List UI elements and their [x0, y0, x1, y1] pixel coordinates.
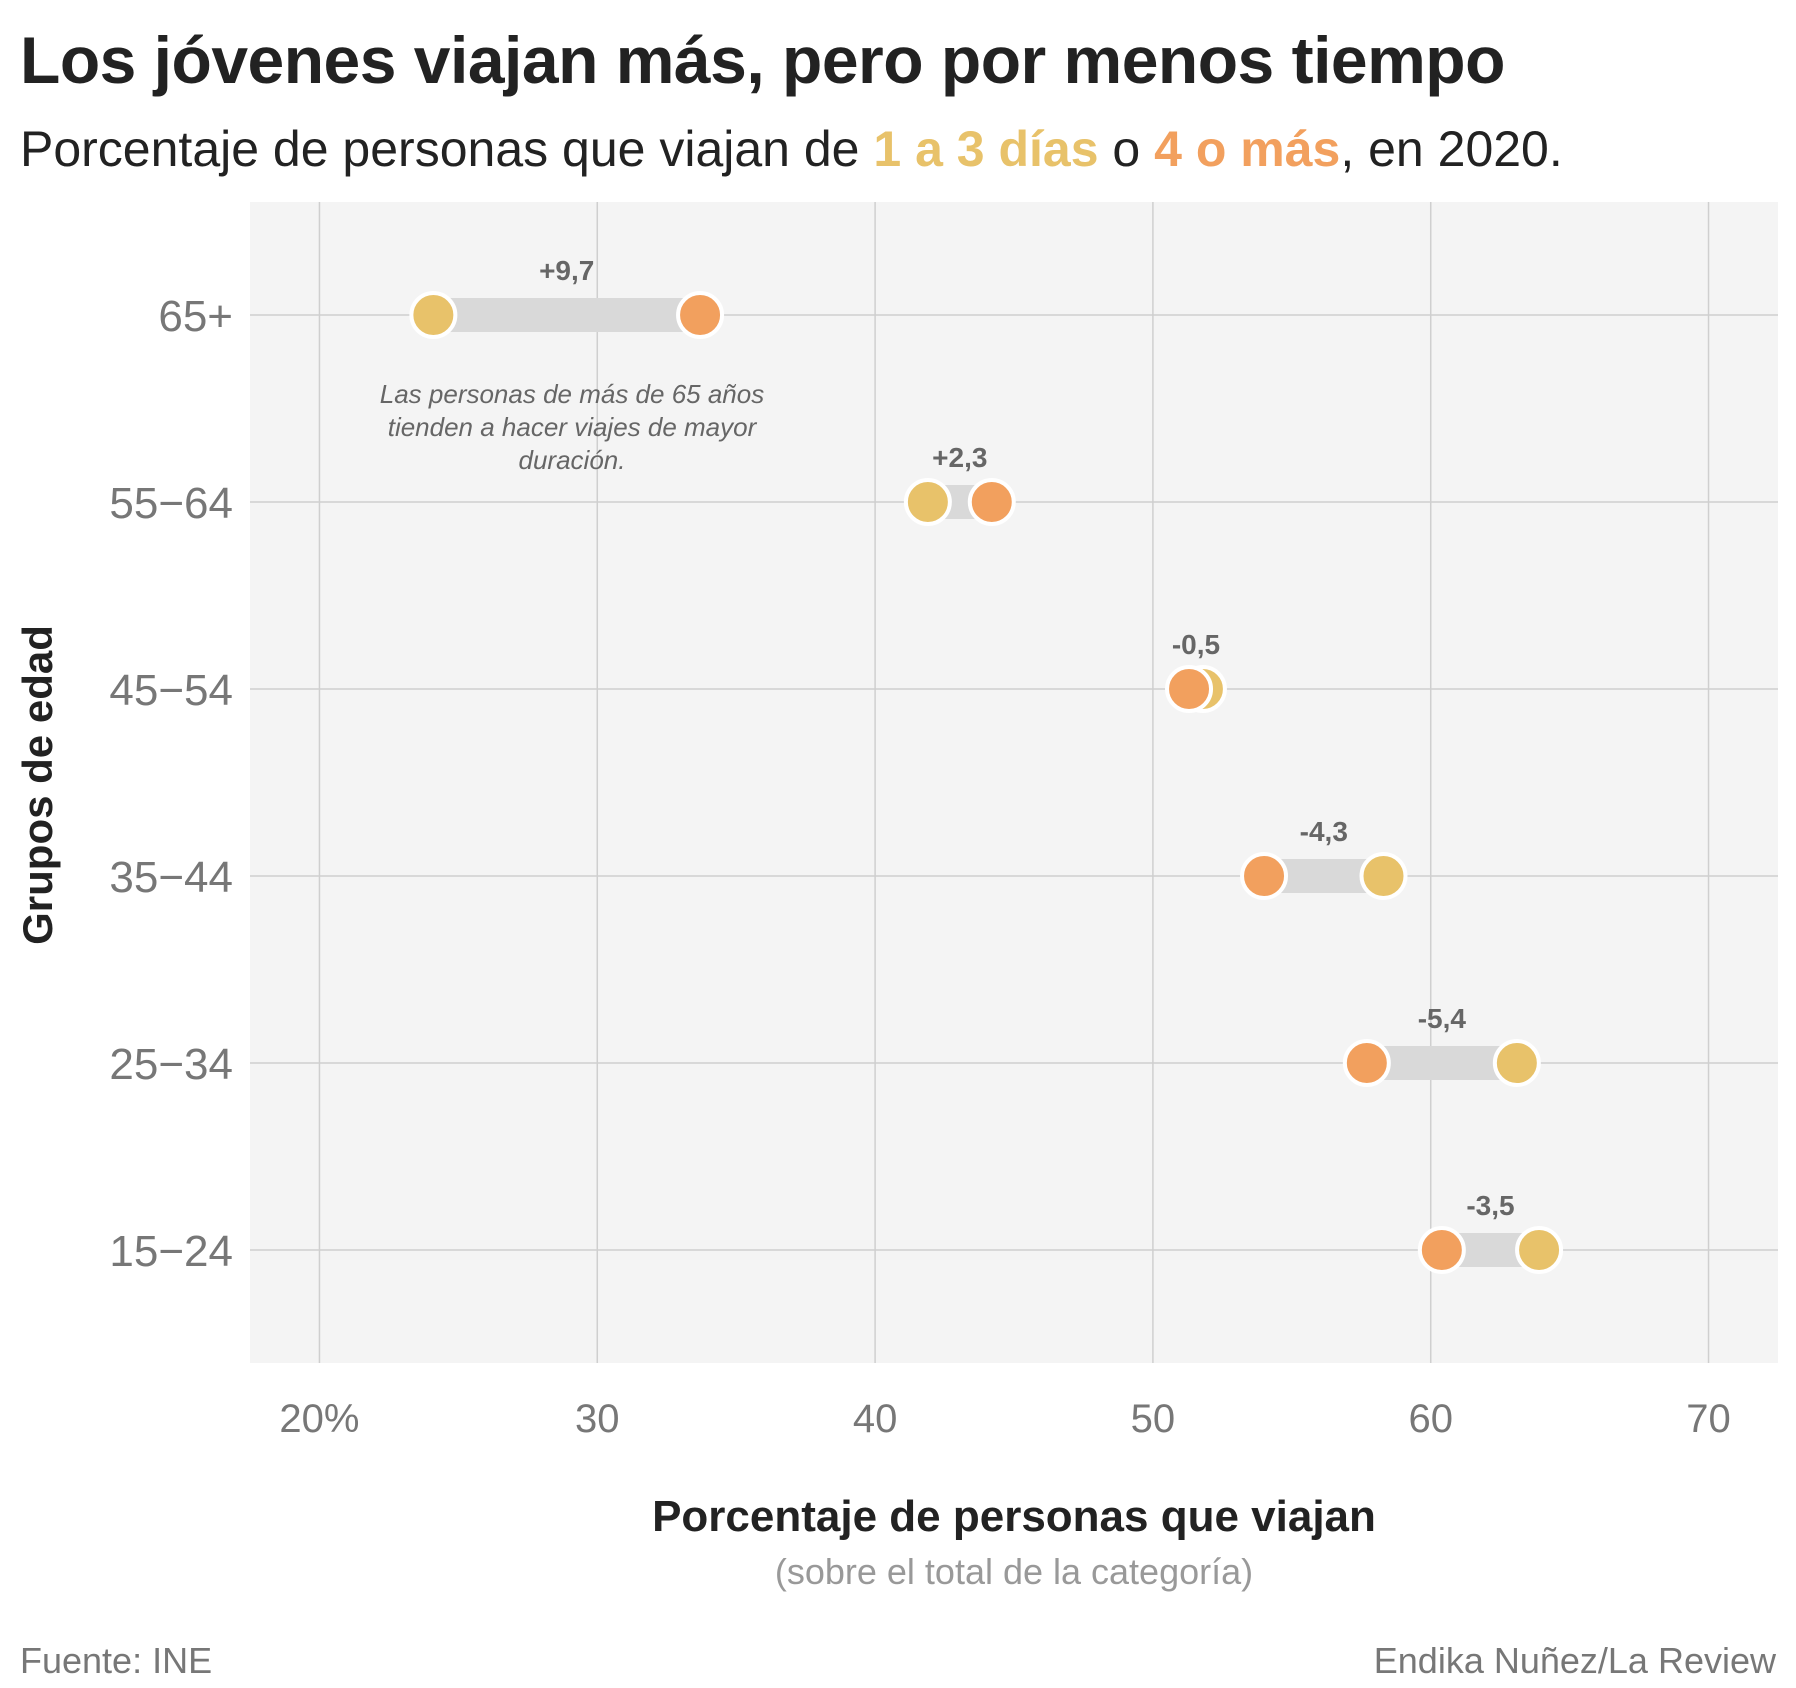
credit-note: Endika Nuñez/La Review [1373, 1640, 1776, 1681]
y-tick-label: 55−64 [109, 479, 233, 528]
subtitle-middle: o [1098, 121, 1155, 177]
point-long-trip [1342, 1039, 1391, 1087]
point-long-trip [1240, 852, 1289, 900]
subtitle-prefix: Porcentaje de personas que viajan de [20, 121, 874, 177]
dumbbell-row: +9,7 [409, 255, 725, 339]
difference-label: -0,5 [1172, 629, 1220, 660]
source-note: Fuente: INE [20, 1640, 213, 1681]
x-tick-label: 50 [1131, 1397, 1176, 1441]
point-short-trip [1515, 1226, 1564, 1274]
x-tick-label: 40 [853, 1397, 898, 1441]
chart-subtitle: Porcentaje de personas que viajan de 1 a… [20, 120, 1563, 178]
point-short-trip [1492, 1039, 1541, 1087]
y-tick-label: 65+ [158, 292, 233, 341]
x-axis-subtitle: (sobre el total de la categoría) [775, 1551, 1253, 1592]
x-tick-label: 70 [1686, 1397, 1731, 1441]
y-tick-label: 35−44 [109, 853, 233, 902]
dumbbell-row: -4,3 [1240, 816, 1408, 900]
y-axis-title: Grupos de edad [14, 625, 61, 945]
difference-label: +9,7 [539, 255, 594, 286]
dumbbell-row: -5,4 [1342, 1003, 1541, 1087]
point-short-trip [903, 478, 952, 526]
plot-background [250, 202, 1778, 1363]
legend-long-trip: 4 o más [1154, 121, 1341, 177]
subtitle-suffix: , en 2020. [1340, 121, 1563, 177]
x-tick-label: 20% [279, 1397, 359, 1441]
point-long-trip [967, 478, 1016, 526]
x-tick-label: 30 [575, 1397, 620, 1441]
difference-label: -5,4 [1418, 1003, 1467, 1034]
chart-title: Los jóvenes viajan más, pero por menos t… [20, 23, 1505, 97]
dumbbell-row: -3,5 [1417, 1190, 1564, 1274]
x-axis-title: Porcentaje de personas que viajan [652, 1492, 1376, 1541]
y-tick-label: 15−24 [109, 1227, 233, 1276]
dumbbell-row: -0,5 [1165, 629, 1227, 713]
point-long-trip [676, 291, 725, 339]
legend-short-trip: 1 a 3 días [873, 121, 1099, 177]
x-tick-label: 60 [1408, 1397, 1453, 1441]
point-short-trip [1359, 852, 1408, 900]
y-tick-label: 45−54 [109, 666, 233, 715]
difference-label: -4,3 [1300, 816, 1348, 847]
difference-label: +2,3 [932, 442, 987, 473]
point-long-trip [1417, 1226, 1466, 1274]
annotation-text: Las personas de más de 65 años tienden a … [380, 379, 764, 475]
y-tick-label: 25−34 [109, 1040, 233, 1089]
point-long-trip [1165, 665, 1214, 713]
difference-label: -3,5 [1466, 1190, 1514, 1221]
dumbbell-row: +2,3 [903, 442, 1016, 526]
point-short-trip [409, 291, 458, 339]
